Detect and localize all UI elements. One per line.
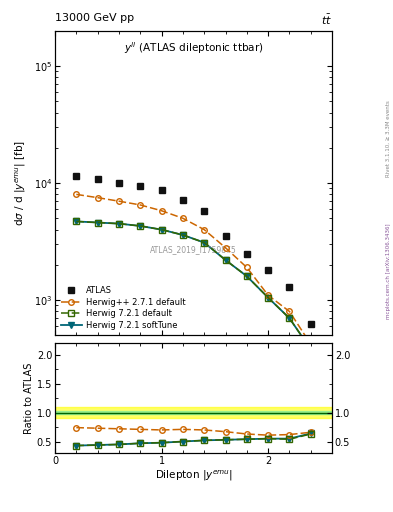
Text: 13000 GeV pp: 13000 GeV pp <box>55 13 134 23</box>
Text: $t\bar{t}$: $t\bar{t}$ <box>321 13 332 27</box>
X-axis label: Dilepton $|y^{emu}|$: Dilepton $|y^{emu}|$ <box>154 468 233 483</box>
Y-axis label: Ratio to ATLAS: Ratio to ATLAS <box>24 362 34 434</box>
Legend: ATLAS, Herwig++ 2.7.1 default, Herwig 7.2.1 default, Herwig 7.2.1 softTune: ATLAS, Herwig++ 2.7.1 default, Herwig 7.… <box>59 284 187 331</box>
Text: ATLAS_2019_I1759875: ATLAS_2019_I1759875 <box>150 246 237 254</box>
Text: Rivet 3.1.10, ≥ 3.3M events: Rivet 3.1.10, ≥ 3.3M events <box>386 100 391 177</box>
Y-axis label: d$\sigma$ / d |$y^{emu}$| [fb]: d$\sigma$ / d |$y^{emu}$| [fb] <box>14 140 28 226</box>
Text: mcplots.cern.ch [arXiv:1306.3436]: mcplots.cern.ch [arXiv:1306.3436] <box>386 224 391 319</box>
Text: $y^{ll}$ (ATLAS dileptonic ttbar): $y^{ll}$ (ATLAS dileptonic ttbar) <box>124 40 263 56</box>
